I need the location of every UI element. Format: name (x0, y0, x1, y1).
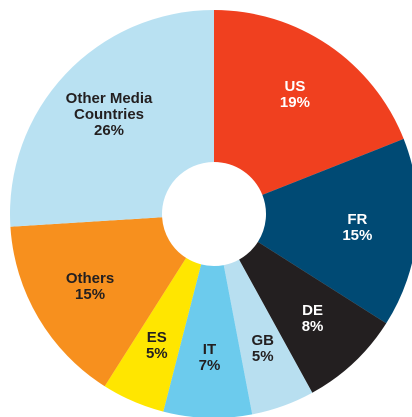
slice-label: FR 15% (302, 210, 412, 244)
value-label: 26% (94, 122, 125, 140)
value-label: 19% (279, 93, 310, 111)
category-label: Others (65, 270, 115, 288)
slice (223, 259, 313, 415)
category-label: ES (146, 329, 167, 347)
slice-label: Others 15% (35, 271, 145, 303)
value-label: 7% (198, 356, 221, 374)
category-label: GB (251, 332, 275, 350)
slice (257, 138, 412, 324)
slice-label: US 19% (240, 77, 350, 111)
category-label: US (284, 77, 306, 95)
category-label: IT (202, 340, 217, 358)
slice (214, 10, 404, 195)
slice (9, 10, 214, 227)
slice-label: DE 8% (258, 301, 368, 335)
value-label: 8% (301, 317, 324, 335)
slice-label: Other Media Countries 26% (54, 91, 164, 139)
category-label: FR (347, 210, 368, 228)
value-label: 15% (342, 226, 373, 244)
value-label: 5% (251, 348, 274, 366)
value-label: 5% (145, 345, 168, 363)
slice-label: ES 5% (102, 330, 212, 362)
category-label: DE (302, 301, 323, 319)
slice (10, 217, 187, 387)
slice-label: IT 7% (154, 340, 264, 374)
slice-label: GB 5% (208, 333, 318, 365)
category-label: Other Media Countries (65, 90, 153, 124)
slice (104, 257, 202, 412)
slice (163, 264, 253, 417)
value-label: 15% (75, 286, 106, 304)
slice (239, 241, 387, 393)
